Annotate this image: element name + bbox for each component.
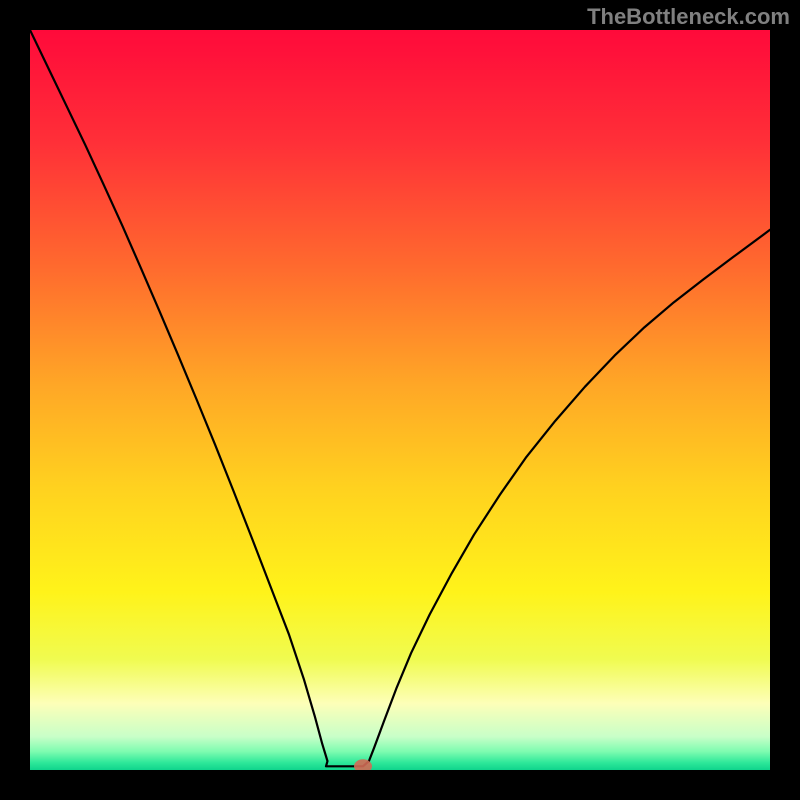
plot-area	[30, 30, 770, 770]
plot-svg	[30, 30, 770, 770]
watermark-text: TheBottleneck.com	[587, 4, 790, 30]
chart-container: TheBottleneck.com	[0, 0, 800, 800]
gradient-background	[30, 30, 770, 770]
